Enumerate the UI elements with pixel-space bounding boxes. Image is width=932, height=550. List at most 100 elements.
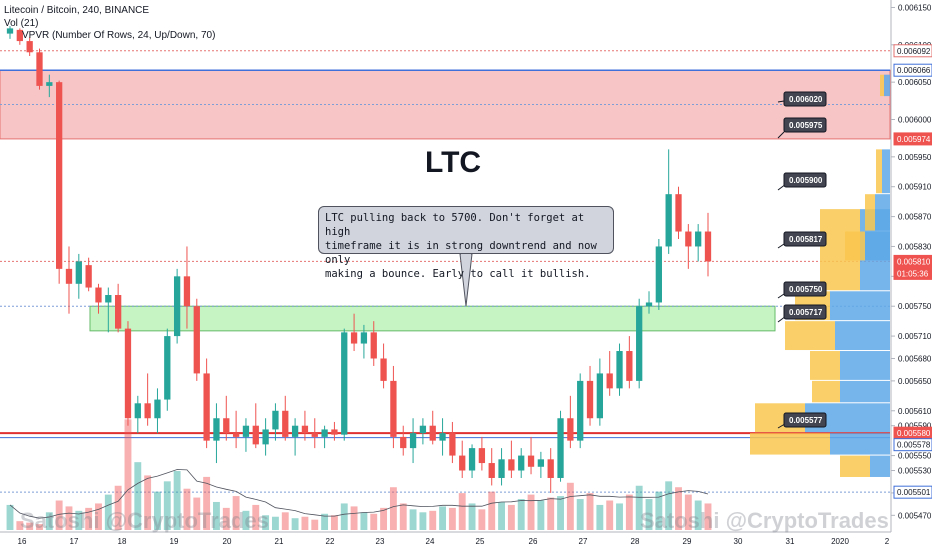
volume-bar — [85, 507, 93, 530]
volume-bar — [242, 510, 250, 530]
price-tag-label: 0.005580 — [897, 429, 931, 438]
candle-body — [508, 459, 515, 471]
price-tag-label: 0.005974 — [897, 135, 931, 144]
y-tick-label: 0.005750 — [898, 302, 932, 311]
y-tick-label: 0.005650 — [898, 377, 932, 386]
candle-body — [114, 295, 122, 329]
candle-body — [518, 455, 525, 471]
candle-body — [498, 459, 505, 478]
x-tick-label: 16 — [18, 537, 27, 546]
volume-bar — [213, 501, 220, 530]
candle-body — [577, 380, 584, 441]
x-tick-label: 17 — [70, 537, 79, 546]
volume-bar — [507, 504, 515, 530]
volume-bar — [144, 475, 152, 530]
candle-body — [665, 194, 672, 247]
y-tick-label: 0.005530 — [898, 467, 932, 476]
price-tag-label: 0.006066 — [897, 66, 931, 75]
candle-body — [36, 52, 43, 86]
candle-body — [616, 351, 623, 389]
candle-body — [232, 433, 240, 437]
candle-body — [134, 403, 141, 419]
x-tick-label: 31 — [786, 537, 795, 546]
candle-body — [331, 429, 338, 435]
level-label-box — [783, 304, 827, 320]
x-tick-label: 21 — [275, 537, 284, 546]
candle-body — [596, 373, 604, 419]
vpvr-bar-down — [882, 149, 890, 194]
vpvr-bar-up — [750, 433, 830, 455]
y-tick-label: 0.005950 — [898, 153, 932, 162]
volume-bar — [75, 510, 83, 530]
candle-body — [75, 261, 82, 284]
x-tick-label: 2020 — [831, 537, 849, 546]
candle-body — [606, 373, 613, 389]
volume-bar — [321, 513, 329, 530]
price-tag-label: 0.005501 — [897, 488, 931, 497]
y-tick-label: 0.006150 — [898, 3, 932, 12]
volume-ma-line — [9, 469, 709, 519]
volume-bar — [281, 512, 289, 530]
volume-bar — [547, 497, 555, 530]
vpvr-bar-down — [870, 455, 890, 477]
candle-body — [429, 425, 436, 441]
volume-bar — [635, 485, 643, 530]
y-tick-label: 0.005470 — [898, 511, 932, 520]
level-label-box — [783, 231, 827, 247]
volume-bar — [16, 521, 24, 530]
candle-body — [65, 268, 73, 284]
volume-bar — [439, 506, 447, 530]
volume-bar — [625, 494, 633, 530]
volume-bar — [163, 481, 171, 530]
candle-body — [203, 373, 210, 441]
candle-body — [547, 459, 554, 478]
level-label-box — [783, 281, 827, 297]
vpvr-bar-up — [785, 321, 835, 351]
level-label: 0.005817 — [789, 235, 823, 244]
volume-bar — [419, 512, 427, 530]
volume-bar — [498, 501, 505, 530]
volume-bar — [222, 507, 230, 530]
vpvr-bar-up — [845, 231, 865, 261]
volume-bar — [124, 419, 132, 530]
support-zone — [89, 305, 776, 332]
x-tick-label: 26 — [529, 537, 538, 546]
candle-body — [173, 276, 181, 337]
candle-body — [301, 425, 309, 434]
candle-body — [400, 436, 407, 449]
volume-bar — [203, 476, 211, 530]
volume-bar — [468, 503, 476, 530]
candle-body — [459, 455, 466, 471]
volume-bar — [488, 491, 496, 530]
indicator-vpvr-label[interactable]: VPVR (Number Of Rows, 24, Up/Down, 70) — [22, 30, 216, 41]
volume-bar — [95, 503, 102, 530]
candle-body — [419, 425, 427, 434]
indicator-vol-label[interactable]: Vol (21) — [4, 18, 39, 29]
x-tick-label: 20 — [223, 537, 232, 546]
volume-bar — [6, 504, 14, 530]
vpvr-bar-up — [865, 194, 875, 231]
candle-body — [636, 306, 643, 381]
volume-bar — [576, 499, 584, 530]
vpvr-bar-up — [810, 351, 840, 380]
price-tag — [893, 63, 932, 77]
candle-body — [655, 246, 662, 303]
x-tick-label: 24 — [426, 537, 435, 546]
volume-bar — [193, 497, 201, 530]
y-tick-label: 0.005910 — [898, 183, 932, 192]
candle-body — [449, 433, 456, 456]
volume-bar — [704, 503, 712, 530]
candle-body — [645, 302, 653, 307]
volume-bar — [65, 506, 73, 530]
x-tick-label: 2 — [885, 537, 890, 546]
volume-bar — [330, 515, 338, 530]
volume-bar — [517, 499, 525, 530]
vpvr-bar-down — [830, 291, 890, 321]
watermark-right: Satoshi @CryptoTrades — [640, 508, 889, 533]
vpvr-bar-down — [835, 321, 890, 351]
candle-body — [262, 429, 269, 445]
volume-bar — [694, 500, 702, 530]
volume-bar — [311, 519, 319, 530]
price-tag-label: 01:05:36 — [897, 269, 929, 278]
